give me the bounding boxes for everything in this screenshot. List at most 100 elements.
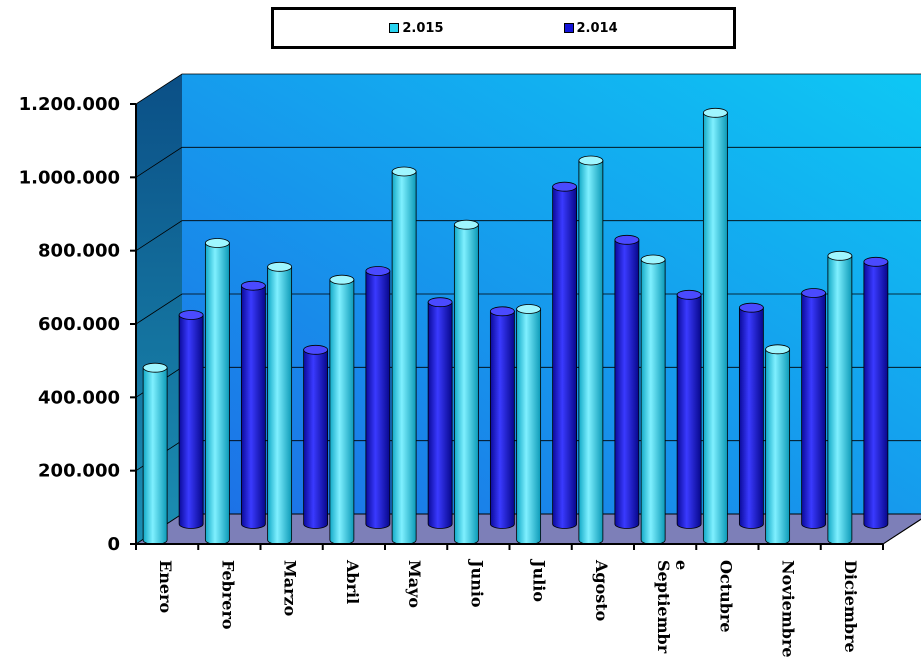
x-tick-label-noviembre: Noviembre	[779, 560, 798, 658]
x-tick-label-diciembre: Diciembre	[841, 560, 860, 653]
bar-2014-octubre	[738, 302, 764, 529]
bar-2014-octubre-top	[738, 302, 764, 313]
x-tick-label-julio: Julio	[530, 558, 549, 602]
bar-2015-julio-top	[516, 304, 542, 314]
bar-2015-enero-body	[142, 367, 168, 545]
x-tick-label: Abril	[343, 559, 362, 604]
bar-2014-marzo-body	[303, 349, 329, 529]
bar-2014-marzo	[303, 344, 329, 529]
bar-2015-febrero-top	[204, 238, 230, 248]
x-tick-label: Agosto	[592, 559, 611, 622]
bar-2015-diciembre	[827, 250, 853, 545]
chart-legend: 2.015 2.014	[271, 7, 736, 49]
bar-2014-abril-body	[365, 270, 391, 529]
bar-2014-diciembre-top	[863, 256, 889, 267]
bar-2015-marzo-body	[267, 266, 293, 545]
y-tick-label: 200.000	[38, 461, 120, 482]
gridline	[135, 220, 921, 252]
y-tick-label: 0	[107, 534, 120, 555]
bar-2015-julio-body	[516, 308, 542, 545]
x-tick-label: Noviembre	[779, 560, 798, 658]
bar-2014-mayo-top	[427, 297, 453, 308]
legend-item-2014: 2.014	[563, 20, 618, 36]
x-tick-label-junio: Junio	[467, 558, 486, 608]
bar-2014-febrero	[240, 280, 266, 529]
x-tick-label: Febrero	[218, 560, 237, 630]
bar-2014-febrero-top	[240, 280, 266, 291]
x-axis-ticks: Enero Febrero Marzo Abril Mayo Junio Julio Agos…	[135, 544, 884, 658]
x-tick-label: Julio	[530, 558, 549, 602]
bar-2015-septiembre	[640, 254, 666, 545]
bar-2014-noviembre-top	[801, 288, 827, 298]
bar-2015-mayo-top	[391, 166, 417, 177]
bar-2014-septiembre-body	[676, 294, 702, 529]
y-axis-ticks: 0 200.000 400.000 600.000 800.000 1.000.000 1.…	[19, 94, 136, 555]
bar-2014-agosto-body	[614, 239, 640, 529]
x-tick-label: Diciembre	[841, 560, 860, 653]
bar-2015-enero-top	[142, 362, 168, 373]
bar-2014-octubre-body	[738, 307, 764, 529]
bar-2014-agosto-top	[614, 234, 640, 245]
bar-2015-septiembre-body	[640, 259, 666, 545]
bar-2014-septiembre	[676, 289, 702, 529]
x-tick-label-marzo: Marzo	[281, 560, 300, 617]
x-tick-label-octubre: Octubre	[716, 560, 735, 633]
bar-2015-agosto-top	[578, 155, 604, 166]
gridline	[135, 146, 921, 178]
bar-2015-octubre	[702, 107, 728, 545]
legend-label-2014: 2.014	[576, 20, 618, 36]
bar-2015-febrero	[204, 238, 230, 545]
bar-2014-enero-top	[178, 310, 204, 320]
bar-2014-julio	[552, 181, 578, 529]
bar-2015-junio-body	[453, 224, 479, 545]
bar-2014-junio	[489, 306, 515, 529]
bar-2014-abril-top	[365, 266, 391, 276]
x-tick-label: Junio	[467, 558, 486, 608]
bar-2015-abril	[329, 274, 355, 545]
bar-2015-agosto-body	[578, 160, 604, 545]
x-tick-label: Enero	[156, 560, 175, 613]
x-tick-label-septiembre: Septiembr e	[654, 560, 691, 654]
bar-2014-abril	[365, 266, 391, 529]
legend-label-2015: 2.015	[402, 20, 444, 36]
bars	[142, 107, 889, 545]
bar-2015-marzo-top	[267, 261, 293, 272]
bar-2015-julio	[516, 304, 542, 545]
bar-2014-febrero-body	[240, 285, 266, 529]
x-tick-label-enero: Enero	[156, 560, 175, 613]
bar-2015-diciembre-body	[827, 255, 853, 545]
bar-2015-noviembre	[765, 344, 791, 545]
bar-2015-octubre-top	[702, 107, 728, 118]
bar-2015-octubre-body	[702, 112, 728, 545]
bar-2015-noviembre-top	[765, 344, 791, 355]
x-tick-label: Octubre	[716, 560, 735, 633]
legend-swatch-2014	[563, 23, 574, 33]
bar-2015-junio	[453, 219, 479, 545]
y-tick-label: 1.000.000	[19, 167, 120, 188]
x-tick-label: e	[672, 560, 691, 570]
bar-2014-diciembre-body	[863, 261, 889, 529]
bar-2014-junio-top	[489, 306, 515, 317]
x-tick-label-febrero: Febrero	[218, 560, 237, 630]
bar-2015-abril-top	[329, 274, 355, 285]
bar-2015-junio-top	[453, 219, 479, 230]
bar-2015-febrero-body	[204, 242, 230, 545]
bar-2014-marzo-top	[303, 344, 329, 355]
bar-2015-enero	[142, 362, 168, 545]
floor-edge	[882, 518, 921, 545]
y-tick-label: 1.200.000	[19, 94, 120, 115]
x-tick-label-agosto: Agosto	[592, 559, 611, 622]
x-tick-label: Marzo	[281, 560, 300, 617]
bar-2015-septiembre-top	[640, 254, 666, 265]
legend-swatch-2015	[389, 23, 400, 33]
bar-2014-junio-body	[489, 310, 515, 529]
bar-2014-noviembre-body	[801, 292, 827, 529]
legend-item-2015: 2.015	[389, 20, 444, 36]
bar-2015-diciembre-top	[827, 250, 853, 261]
x-tick-label: Septiembr	[654, 560, 673, 654]
bar-2015-abril-body	[329, 279, 355, 545]
x-tick-label-mayo: Mayo	[405, 560, 424, 608]
bar-2014-agosto	[614, 234, 640, 529]
bar-2014-julio-top	[552, 181, 578, 192]
